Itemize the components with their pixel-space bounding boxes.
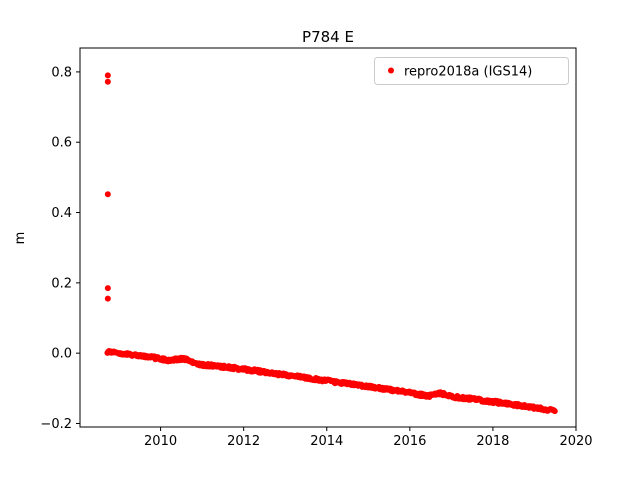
outlier-point [104,295,111,302]
scatter-series-repro2018a [104,72,558,415]
y-axis-label: m [13,232,28,245]
y-tick-label: 0.6 [51,136,72,151]
x-tick-label: 2018 [476,434,509,449]
outlier-point [104,78,111,85]
x-tick-label: 2014 [310,434,343,449]
x-tick-label: 2012 [227,434,260,449]
legend-marker-icon [388,67,394,74]
x-tick-label: 2020 [559,434,592,449]
axes-ticks: 2010 2012 2014 2016 2018 2020 −0.2 0.0 0.2 0.4 0.6… [40,65,592,449]
y-tick-label: 0.8 [51,65,72,80]
legend: repro2018a (IGS14) [374,57,569,85]
y-tick-label: 0.4 [51,206,72,221]
outlier-point [104,72,111,79]
y-tick-label: −0.2 [40,417,72,432]
outlier-point [104,285,111,292]
y-tick-label: 0.2 [51,276,72,291]
legend-box [374,57,569,85]
data-point [551,408,558,415]
x-tick-label: 2010 [144,434,177,449]
outlier-point [104,191,111,198]
chart-title: P784 E [302,28,354,46]
plot-frame [79,47,577,428]
y-tick-label: 0.0 [51,347,72,362]
legend-label: repro2018a (IGS14) [404,65,532,80]
x-tick-label: 2016 [393,434,426,449]
